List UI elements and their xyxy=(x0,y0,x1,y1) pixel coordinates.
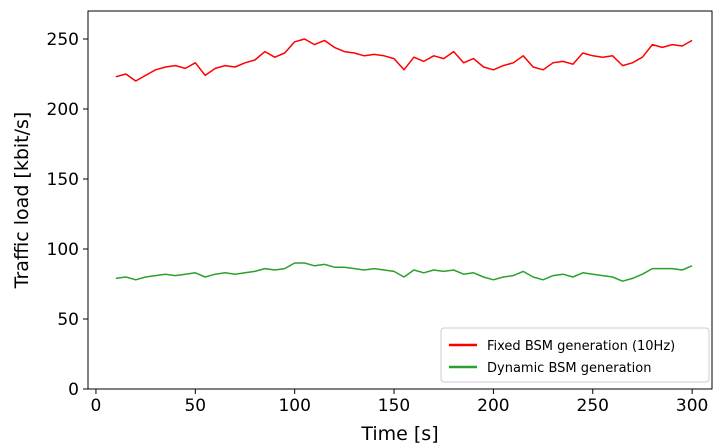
plot-lines xyxy=(115,38,693,282)
x-axis-label: Time [s] xyxy=(360,423,438,445)
legend-label: Dynamic BSM generation xyxy=(487,361,651,376)
y-tick-label: 200 xyxy=(47,100,79,120)
y-tick-label: 250 xyxy=(47,30,79,50)
series-line-1 xyxy=(115,38,693,82)
x-tick-label: 300 xyxy=(676,396,708,416)
y-tick: 250 xyxy=(47,30,88,50)
y-tick: 100 xyxy=(47,240,88,260)
x-tick: 100 xyxy=(278,389,311,416)
y-tick-label: 50 xyxy=(57,310,79,330)
y-axis-ticks: 0 50 100 150 200 250 xyxy=(47,30,88,400)
x-tick-label: 0 xyxy=(91,396,102,416)
x-tick: 150 xyxy=(378,389,410,416)
y-tick: 200 xyxy=(47,100,88,120)
x-tick: 50 xyxy=(184,389,206,416)
y-axis-label: Traffic load [kbit/s] xyxy=(11,112,33,290)
y-tick-label: 150 xyxy=(47,170,79,190)
y-tick: 0 xyxy=(68,380,88,400)
x-axis-ticks: 0 50 100 150 200 250 300 xyxy=(91,389,708,416)
legend-box xyxy=(440,327,710,383)
y-tick-label: 100 xyxy=(47,240,79,260)
y-tick-label: 0 xyxy=(68,380,79,400)
y-tick: 150 xyxy=(47,170,88,190)
x-tick-label: 250 xyxy=(577,396,609,416)
x-tick-label: 200 xyxy=(477,396,509,416)
axes-frame xyxy=(87,10,713,390)
y-tick: 50 xyxy=(57,310,88,330)
x-tick-label: 100 xyxy=(278,396,310,416)
x-tick-label: 50 xyxy=(184,396,206,416)
x-tick: 250 xyxy=(577,389,609,416)
x-tick: 0 xyxy=(91,389,102,416)
x-tick-label: 150 xyxy=(378,396,410,416)
legend-label: Fixed BSM generation (10Hz) xyxy=(487,339,675,354)
x-tick: 200 xyxy=(477,389,510,416)
series-line-2 xyxy=(115,262,693,282)
legend: Fixed BSM generation (10Hz) Dynamic BSM g… xyxy=(440,327,710,383)
x-tick: 300 xyxy=(676,389,708,416)
